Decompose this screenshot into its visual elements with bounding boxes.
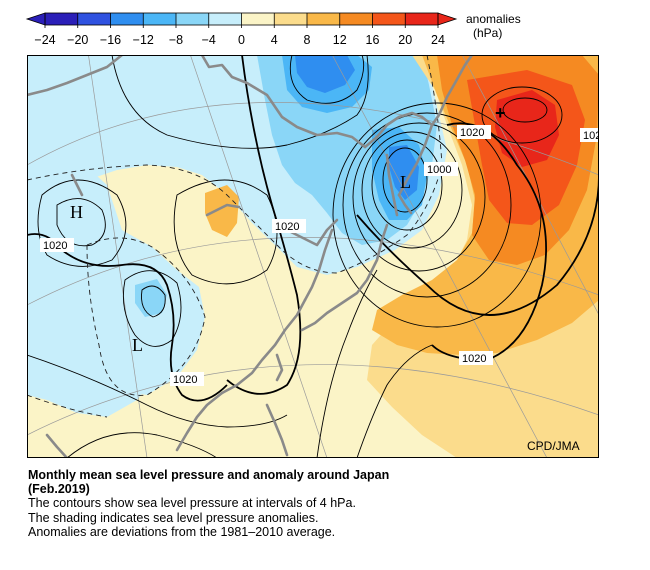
- coast-siberia: [200, 55, 367, 149]
- colorbar-ticks: −24 −20 −16 −12 −8 −4 0 4 8 12 16 20 24: [34, 13, 445, 47]
- contour-north-arc: [111, 55, 369, 149]
- low-contour-5: [342, 112, 512, 298]
- colorbar-cell: [77, 13, 111, 25]
- colorbar-cell: [110, 13, 144, 25]
- contour-label-1020-pacific: 1020: [457, 125, 491, 139]
- colorbar-tick-label: −8: [169, 33, 183, 47]
- low-contour-6: [332, 102, 542, 328]
- contour-label-1020-edge: 102: [580, 128, 599, 142]
- colorbar-cell: [372, 13, 406, 25]
- colorbar-tick-label: 12: [333, 33, 347, 47]
- coastlines: [27, 55, 474, 458]
- coast-okhotsk: [363, 111, 424, 149]
- colorbar-cell: [45, 13, 79, 25]
- colorbar-cell: [208, 13, 242, 25]
- colorbar-tick-label: −16: [100, 33, 121, 47]
- contour-label-1020-west-text: 1020: [43, 240, 67, 252]
- colorbar-cell: [176, 13, 210, 25]
- coast-kuril: [397, 193, 413, 215]
- contour-china-low-2: [122, 270, 182, 347]
- low-contour-4: [352, 122, 486, 272]
- caption-line3: Anomalies are deviations from the 1981–2…: [28, 524, 336, 539]
- contour-label-1020-west: 1020: [40, 238, 74, 252]
- colorbar-title: anomalies: [466, 12, 521, 26]
- colorbar-tick-label: 24: [431, 33, 445, 47]
- colorbar-cell: [143, 13, 177, 25]
- colorbar-tick-label: −4: [202, 33, 216, 47]
- colorbar-tick-label: 8: [304, 33, 311, 47]
- contour-1020-pacific: [356, 174, 599, 316]
- coast-philippines: [265, 403, 289, 457]
- low-contour-inner: [382, 147, 428, 213]
- contour-label-1020-pacific-text: 1020: [460, 127, 484, 139]
- coast-taiwan: [275, 353, 284, 382]
- map-credit: CPD/JMA: [527, 439, 580, 453]
- colorbar-cell: [405, 13, 439, 25]
- contour-label-1000: 1000: [424, 162, 458, 176]
- coast-china-east: [220, 298, 307, 395]
- contour-label-1020-ne: 1020: [459, 351, 493, 365]
- contour-south: [27, 354, 288, 428]
- high-contour-east-2: [481, 86, 563, 144]
- colorbar-tick-label: −24: [34, 33, 55, 47]
- caption-title-line1: Monthly mean sea level pressure and anom…: [28, 468, 390, 482]
- coast-kamchatka-east: [397, 123, 434, 197]
- colorbar-tick-label: −12: [133, 33, 154, 47]
- anomaly-16-region-kamchatka: [389, 145, 419, 200]
- contour-south-east: [356, 344, 433, 458]
- colorbar-tick-label: −20: [67, 33, 88, 47]
- low-contour-3: [361, 131, 463, 249]
- coast-west-shore: [27, 55, 124, 97]
- colorbar-tick-label: 4: [271, 33, 278, 47]
- colorbar-left-arrow: [25, 12, 46, 26]
- colorbar-right-arrow: [437, 12, 458, 26]
- high-label-west: H: [70, 202, 83, 222]
- contour-mid-long: [316, 269, 378, 458]
- contour-1020-mid: [226, 55, 302, 395]
- anomaly-16-region: [295, 55, 355, 93]
- colorbar-tick-label: 20: [398, 33, 412, 47]
- contour-label-1020-mid-text: 1020: [275, 221, 299, 233]
- colorbar-cell: [274, 13, 308, 25]
- contour-center-ring: [173, 179, 278, 285]
- pressure-anomaly-map: L L H + 1020 102 1000 1020 1020 1020: [27, 55, 599, 458]
- coast-lake-baikal: [205, 203, 241, 217]
- caption-line2: The shading indicates sea level pressure…: [28, 510, 319, 525]
- colorbar-cells: [44, 12, 439, 26]
- graticule: [27, 55, 599, 458]
- contour-label-1000-text: 1000: [427, 164, 451, 176]
- colorbar-cell: [241, 13, 275, 25]
- low-label-china: L: [132, 335, 143, 355]
- colorbar-tick-label: 16: [366, 33, 380, 47]
- contour-south-2: [66, 432, 218, 458]
- contour-north-low: [289, 55, 365, 104]
- map-frame: [27, 55, 599, 458]
- coast-sakhalin: [385, 153, 399, 217]
- low-label-kamchatka: L: [400, 172, 411, 192]
- contour-label-1020-south: 1020: [170, 372, 204, 386]
- colorbar-cell: [339, 13, 373, 25]
- contour-label-1020-south-text: 1020: [173, 374, 197, 386]
- high-contour-east: [502, 97, 548, 123]
- coast-china-south: [175, 391, 224, 452]
- contour-label-1020-ne-text: 1020: [462, 353, 486, 365]
- contour-label-1020-edge-text: 102: [583, 130, 599, 142]
- coast-india: [45, 433, 69, 458]
- colorbar-tick-label: 0: [238, 33, 245, 47]
- anomaly-colorbar: −24 −20 −16 −12 −8 −4 0 4 8 12 16 20 24: [25, 12, 458, 47]
- anomaly-max-marker: +: [495, 103, 506, 123]
- contour-label-1020-mid: 1020: [272, 219, 306, 233]
- contour-china-low: [141, 285, 166, 318]
- caption-title-line2: (Feb.2019): [28, 482, 90, 497]
- low-contour-2: [371, 139, 443, 231]
- coast-korea: [303, 228, 334, 302]
- colorbar-cell: [307, 13, 341, 25]
- caption-line1: The contours show sea level pressure at …: [28, 496, 356, 511]
- coast-west-lake: [70, 173, 84, 197]
- positive-anomaly-small: [205, 185, 239, 237]
- coast-japan: [300, 223, 389, 332]
- colorbar-unit: (hPa): [473, 26, 503, 40]
- figure-caption: Monthly mean sea level pressure and anom…: [28, 468, 588, 539]
